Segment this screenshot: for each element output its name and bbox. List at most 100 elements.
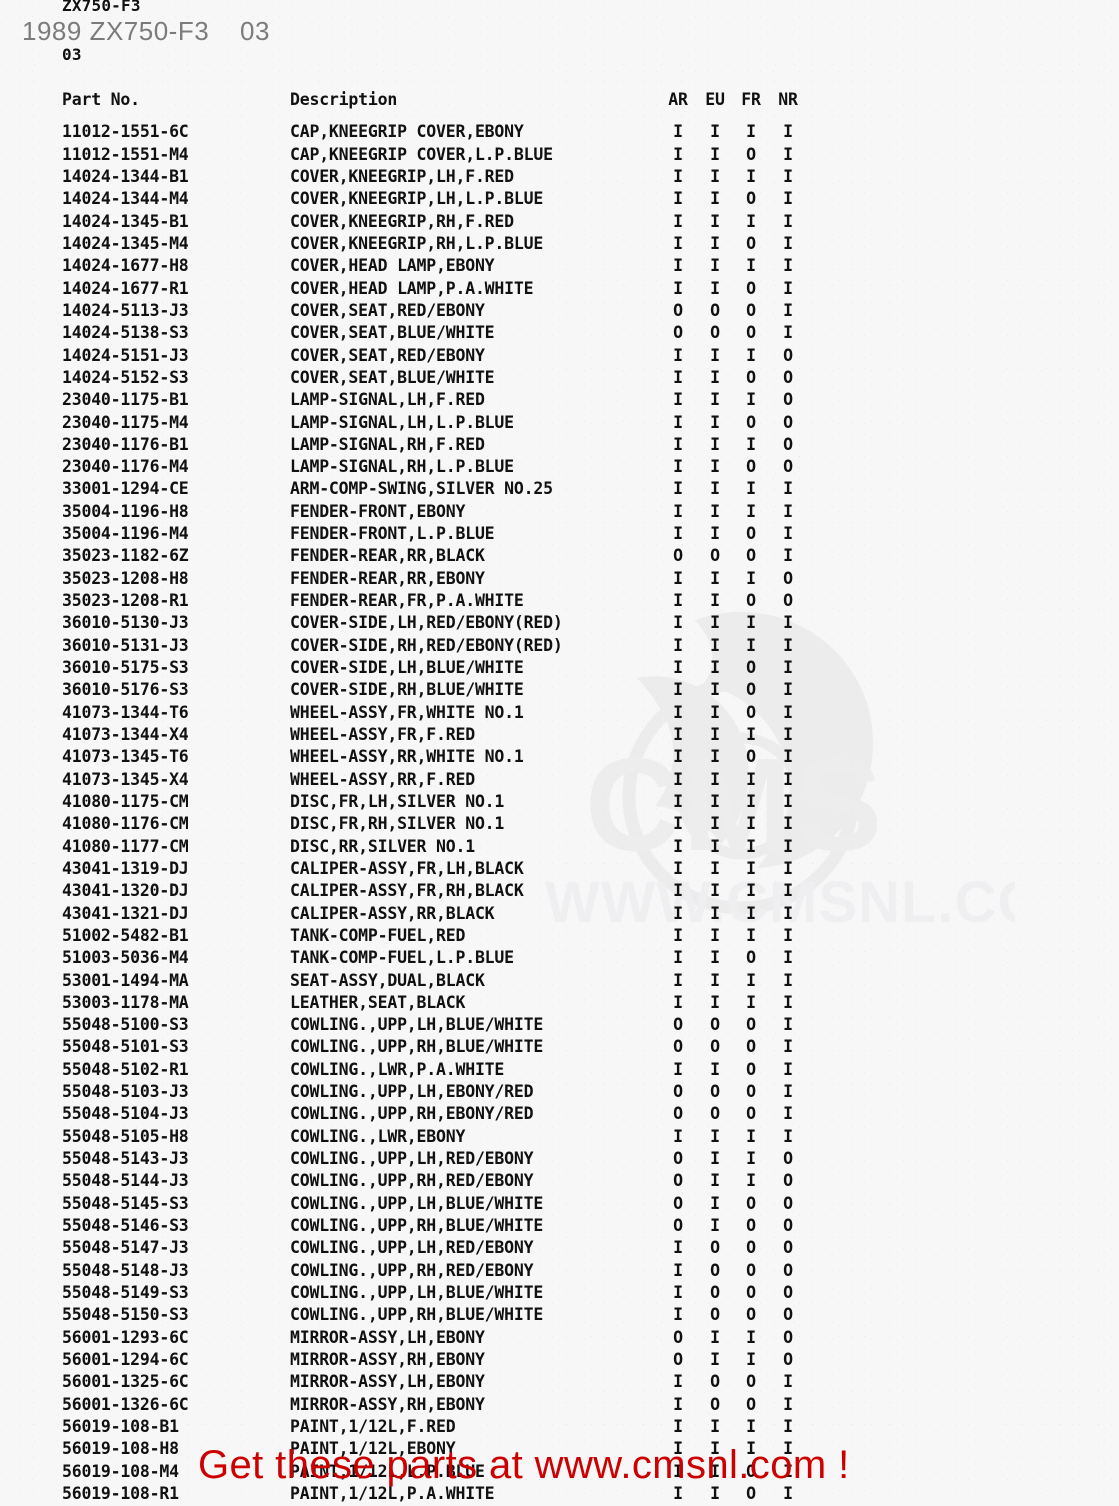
availability-nr-cell: I: [783, 167, 793, 186]
part-number-cell[interactable]: 35004-1196-M4: [62, 524, 189, 544]
availability-fr-cell: I: [746, 167, 756, 186]
table-row: 55048-5100-S3 COWLING.,UPP,LH,BLUE/WHITE O…: [0, 1015, 1119, 1037]
availability-ar-cell: O: [673, 1037, 683, 1057]
part-number-cell[interactable]: 56001-1325-6C: [62, 1372, 189, 1392]
part-number-cell[interactable]: 55048-5100-S3: [62, 1015, 189, 1035]
part-number-cell[interactable]: 36010-5175-S3: [62, 658, 189, 678]
part-number-cell[interactable]: 55048-5102-R1: [62, 1059, 189, 1079]
part-number-cell[interactable]: 14024-5138-S3: [62, 323, 189, 343]
part-number-cell[interactable]: 14024-5152-S3: [62, 367, 189, 387]
availability-nr-cell: O: [783, 1327, 793, 1347]
part-number-cell[interactable]: 56001-1294-6C: [62, 1349, 189, 1369]
part-number-cell[interactable]: 14024-1345-B1: [62, 211, 189, 231]
part-description-cell: FENDER-FRONT,EBONY: [290, 501, 466, 521]
availability-ar-cell: I: [673, 903, 683, 923]
part-description-cell: CALIPER-ASSY,FR,RH,BLACK: [290, 881, 524, 901]
part-number-cell[interactable]: 55048-5103-J3: [62, 1082, 189, 1102]
part-number-cell[interactable]: 23040-1176-B1: [62, 434, 189, 454]
table-row: 14024-1344-M4 COVER,KNEEGRIP,LH,L.P.BLUE I…: [0, 189, 1119, 211]
part-description-cell: COWLING.,UPP,RH,BLUE/WHITE: [290, 1037, 544, 1057]
availability-fr-cell: O: [746, 1037, 756, 1057]
part-number-cell[interactable]: 56019-108-M4: [62, 1461, 179, 1481]
part-number-cell[interactable]: 55048-5143-J3: [62, 1149, 189, 1169]
availability-fr-cell: O: [746, 1260, 756, 1280]
part-number-cell[interactable]: 35004-1196-H8: [62, 501, 189, 521]
part-number-cell[interactable]: 14024-1344-B1: [62, 167, 189, 186]
part-number-cell[interactable]: 14024-1677-R1: [62, 278, 189, 298]
part-number-cell[interactable]: 43041-1321-DJ: [62, 903, 189, 923]
part-number-cell[interactable]: 41073-1344-T6: [62, 702, 189, 722]
part-number-cell[interactable]: 55048-5148-J3: [62, 1260, 189, 1280]
part-number-cell[interactable]: 14024-1344-M4: [62, 189, 189, 209]
availability-nr-cell: I: [783, 479, 793, 499]
part-number-cell[interactable]: 55048-5145-S3: [62, 1193, 189, 1213]
part-number-cell[interactable]: 14024-1677-H8: [62, 256, 189, 276]
table-row: 55048-5103-J3 COWLING.,UPP,LH,EBONY/RED O O…: [0, 1082, 1119, 1104]
availability-nr-cell: I: [783, 211, 793, 231]
availability-nr-cell: I: [783, 233, 793, 253]
part-number-cell[interactable]: 51003-5036-M4: [62, 948, 189, 968]
availability-eu-cell: I: [710, 814, 720, 834]
part-number-cell[interactable]: 55048-5150-S3: [62, 1305, 189, 1325]
part-number-cell[interactable]: 43041-1319-DJ: [62, 858, 189, 878]
availability-fr-cell: O: [746, 278, 756, 298]
table-row: 36010-5131-J3 COVER-SIDE,RH,RED/EBONY(RED…: [0, 636, 1119, 658]
part-number-cell[interactable]: 14024-1345-M4: [62, 233, 189, 253]
availability-ar-cell: I: [673, 747, 683, 767]
part-number-cell[interactable]: 55048-5105-H8: [62, 1126, 189, 1146]
part-number-cell[interactable]: 41080-1175-CM: [62, 791, 189, 811]
part-number-cell[interactable]: 35023-1208-R1: [62, 591, 189, 611]
table-row: 23040-1176-M4 LAMP-SIGNAL,RH,L.P.BLUE I I O O: [0, 457, 1119, 479]
part-number-cell[interactable]: 35023-1182-6Z: [62, 546, 189, 566]
part-number-cell[interactable]: 56019-108-B1: [62, 1416, 179, 1436]
part-number-cell[interactable]: 35023-1208-H8: [62, 568, 189, 588]
part-number-cell[interactable]: 14024-5113-J3: [62, 300, 189, 320]
part-number-cell[interactable]: 53001-1494-MA: [62, 970, 189, 990]
part-description-cell: COWLING.,UPP,LH,BLUE/WHITE: [290, 1193, 544, 1213]
part-number-cell[interactable]: 43041-1320-DJ: [62, 881, 189, 901]
part-number-cell[interactable]: 36010-5131-J3: [62, 635, 189, 655]
part-number-cell[interactable]: 33001-1294-CE: [62, 479, 189, 499]
part-number-cell[interactable]: 41073-1344-X4: [62, 725, 189, 744]
table-row: 55048-5147-J3 COWLING.,UPP,LH,RED/EBONY I O…: [0, 1238, 1119, 1260]
availability-eu-cell: I: [710, 1149, 720, 1169]
part-number-cell[interactable]: 11012-1551-6C: [62, 122, 189, 142]
part-number-cell[interactable]: 56019-108-R1: [62, 1483, 179, 1503]
availability-ar-cell: O: [673, 1193, 683, 1213]
part-description-cell: FENDER-REAR,FR,P.A.WHITE: [290, 591, 524, 611]
part-number-cell[interactable]: 53003-1178-MA: [62, 992, 189, 1012]
part-number-cell[interactable]: 41080-1177-CM: [62, 836, 189, 856]
part-number-cell[interactable]: 36010-5130-J3: [62, 613, 189, 633]
availability-nr-cell: O: [783, 1193, 793, 1213]
part-number-cell[interactable]: 55048-5147-J3: [62, 1238, 189, 1258]
part-number-cell[interactable]: 51002-5482-B1: [62, 925, 189, 945]
availability-fr-cell: O: [746, 233, 756, 253]
table-row: 41073-1345-X4 WHEEL-ASSY,RR,F.RED I I I I: [0, 770, 1119, 792]
part-number-cell[interactable]: 11012-1551-M4: [62, 144, 189, 164]
part-number-cell[interactable]: 23040-1176-M4: [62, 457, 189, 477]
part-number-cell[interactable]: 56019-108-H8: [62, 1439, 179, 1459]
availability-nr-cell: I: [783, 1037, 793, 1057]
promo-banner[interactable]: Get these parts at www.cmsnl.com !: [198, 1443, 850, 1487]
part-number-cell[interactable]: 56001-1293-6C: [62, 1327, 189, 1347]
availability-eu-cell: I: [710, 434, 720, 454]
part-number-cell[interactable]: 14024-5151-J3: [62, 345, 189, 365]
part-number-cell[interactable]: 41080-1176-CM: [62, 814, 189, 834]
part-number-cell[interactable]: 55048-5101-S3: [62, 1037, 189, 1057]
part-number-cell[interactable]: 41073-1345-T6: [62, 747, 189, 767]
part-number-cell[interactable]: 41073-1345-X4: [62, 769, 189, 789]
part-number-cell[interactable]: 55048-5144-J3: [62, 1171, 189, 1191]
availability-ar-cell: I: [673, 1260, 683, 1280]
part-number-cell[interactable]: 23040-1175-B1: [62, 390, 189, 410]
availability-nr-cell: O: [783, 457, 793, 477]
table-row: 11012-1551-M4 CAP,KNEEGRIP COVER,L.P.BLUE…: [0, 145, 1119, 167]
availability-ar-cell: I: [673, 345, 683, 365]
part-number-cell[interactable]: 56001-1326-6C: [62, 1394, 189, 1414]
part-number-cell[interactable]: 55048-5149-S3: [62, 1283, 189, 1302]
part-number-cell[interactable]: 36010-5176-S3: [62, 680, 189, 700]
availability-fr-cell: O: [746, 1461, 756, 1481]
part-number-cell[interactable]: 55048-5146-S3: [62, 1216, 189, 1236]
availability-ar-cell: I: [673, 1059, 683, 1079]
part-number-cell[interactable]: 23040-1175-M4: [62, 412, 189, 432]
part-number-cell[interactable]: 55048-5104-J3: [62, 1104, 189, 1124]
